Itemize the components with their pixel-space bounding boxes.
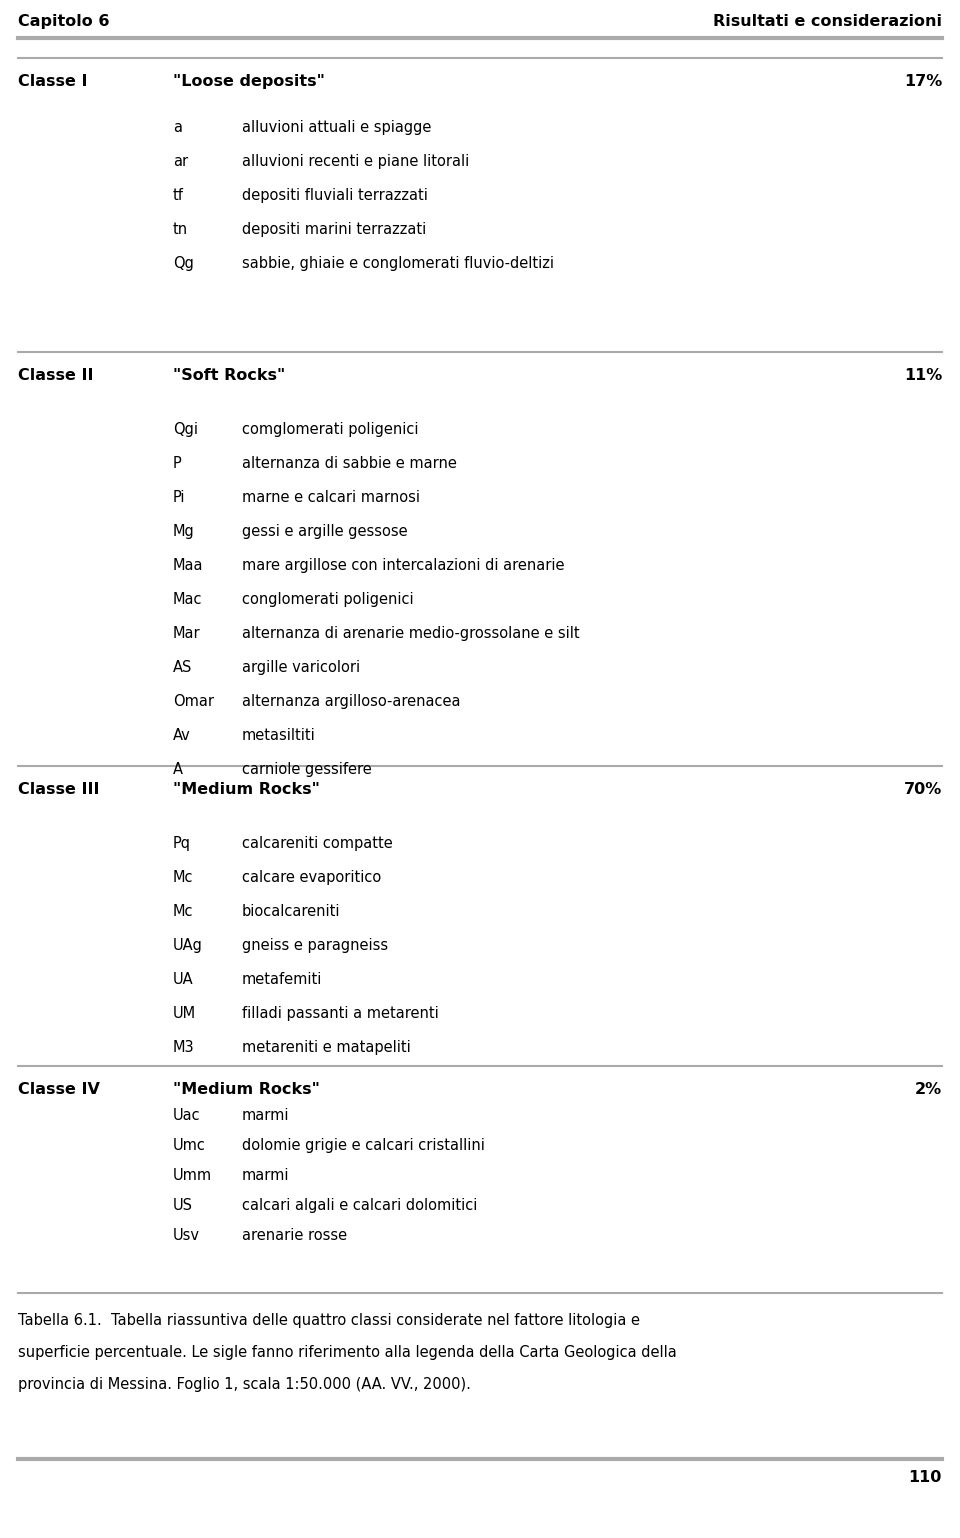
Text: gessi e argille gessose: gessi e argille gessose (242, 524, 408, 538)
Text: Qgi: Qgi (173, 421, 198, 437)
Text: metafemiti: metafemiti (242, 972, 323, 987)
Text: provincia di Messina. Foglio 1, scala 1:50.000 (AA. VV., 2000).: provincia di Messina. Foglio 1, scala 1:… (18, 1377, 470, 1392)
Text: UA: UA (173, 972, 194, 987)
Text: 11%: 11% (903, 368, 942, 383)
Text: calcare evaporitico: calcare evaporitico (242, 871, 381, 884)
Text: Classe IV: Classe IV (18, 1083, 100, 1097)
Text: UM: UM (173, 1006, 196, 1021)
Text: filladi passanti a metarenti: filladi passanti a metarenti (242, 1006, 439, 1021)
Text: argille varicolori: argille varicolori (242, 660, 360, 675)
Text: marmi: marmi (242, 1107, 290, 1123)
Text: dolomie grigie e calcari cristallini: dolomie grigie e calcari cristallini (242, 1138, 485, 1154)
Text: arenarie rosse: arenarie rosse (242, 1227, 348, 1243)
Text: A: A (173, 761, 183, 777)
Text: metasiltiti: metasiltiti (242, 727, 316, 743)
Text: Classe II: Classe II (18, 368, 93, 383)
Text: ar: ar (173, 154, 188, 169)
Text: carniole gessifere: carniole gessifere (242, 761, 372, 777)
Text: Maa: Maa (173, 558, 204, 574)
Text: Omar: Omar (173, 694, 214, 709)
Text: mare argillose con intercalazioni di arenarie: mare argillose con intercalazioni di are… (242, 558, 564, 574)
Text: M3: M3 (173, 1040, 195, 1055)
Text: 110: 110 (908, 1470, 942, 1486)
Text: marmi: marmi (242, 1167, 290, 1183)
Text: Mar: Mar (173, 626, 201, 641)
Text: Mg: Mg (173, 524, 195, 538)
Text: alternanza di arenarie medio-grossolane e silt: alternanza di arenarie medio-grossolane … (242, 626, 580, 641)
Text: tn: tn (173, 221, 188, 237)
Text: "Loose deposits": "Loose deposits" (173, 74, 324, 89)
Text: AS: AS (173, 660, 192, 675)
Text: sabbie, ghiaie e conglomerati fluvio-deltizi: sabbie, ghiaie e conglomerati fluvio-del… (242, 255, 554, 271)
Text: Mc: Mc (173, 904, 194, 920)
Text: tf: tf (173, 188, 184, 203)
Text: Av: Av (173, 727, 191, 743)
Text: Pq: Pq (173, 837, 191, 851)
Text: calcari algali e calcari dolomitici: calcari algali e calcari dolomitici (242, 1198, 477, 1213)
Text: Capitolo 6: Capitolo 6 (18, 14, 109, 29)
Text: Mc: Mc (173, 871, 194, 884)
Text: depositi fluviali terrazzati: depositi fluviali terrazzati (242, 188, 428, 203)
Text: Risultati e considerazioni: Risultati e considerazioni (713, 14, 942, 29)
Text: alternanza di sabbie e marne: alternanza di sabbie e marne (242, 455, 457, 471)
Text: Mac: Mac (173, 592, 203, 608)
Text: marne e calcari marnosi: marne e calcari marnosi (242, 491, 420, 504)
Text: depositi marini terrazzati: depositi marini terrazzati (242, 221, 426, 237)
Text: calcareniti compatte: calcareniti compatte (242, 837, 393, 851)
Text: Tabella 6.1.  Tabella riassuntiva delle quattro classi considerate nel fattore l: Tabella 6.1. Tabella riassuntiva delle q… (18, 1313, 640, 1327)
Text: biocalcareniti: biocalcareniti (242, 904, 341, 920)
Text: gneiss e paragneiss: gneiss e paragneiss (242, 938, 388, 954)
Text: conglomerati poligenici: conglomerati poligenici (242, 592, 414, 608)
Text: comglomerati poligenici: comglomerati poligenici (242, 421, 419, 437)
Text: 17%: 17% (903, 74, 942, 89)
Text: Umm: Umm (173, 1167, 212, 1183)
Text: "Soft Rocks": "Soft Rocks" (173, 368, 285, 383)
Text: P: P (173, 455, 181, 471)
Text: Umc: Umc (173, 1138, 205, 1154)
Text: metareniti e matapeliti: metareniti e matapeliti (242, 1040, 411, 1055)
Text: Classe I: Classe I (18, 74, 87, 89)
Text: Uac: Uac (173, 1107, 201, 1123)
Text: 70%: 70% (903, 781, 942, 797)
Text: "Medium Rocks": "Medium Rocks" (173, 781, 320, 797)
Text: Pi: Pi (173, 491, 185, 504)
Text: Qg: Qg (173, 255, 194, 271)
Text: alluvioni recenti e piane litorali: alluvioni recenti e piane litorali (242, 154, 469, 169)
Text: superficie percentuale. Le sigle fanno riferimento alla legenda della Carta Geol: superficie percentuale. Le sigle fanno r… (18, 1346, 677, 1360)
Text: UAg: UAg (173, 938, 203, 954)
Text: a: a (173, 120, 182, 135)
Text: US: US (173, 1198, 193, 1213)
Text: alluvioni attuali e spiagge: alluvioni attuali e spiagge (242, 120, 431, 135)
Text: Classe III: Classe III (18, 781, 100, 797)
Text: alternanza argilloso-arenacea: alternanza argilloso-arenacea (242, 694, 461, 709)
Text: Usv: Usv (173, 1227, 200, 1243)
Text: 2%: 2% (915, 1083, 942, 1097)
Text: "Medium Rocks": "Medium Rocks" (173, 1083, 320, 1097)
